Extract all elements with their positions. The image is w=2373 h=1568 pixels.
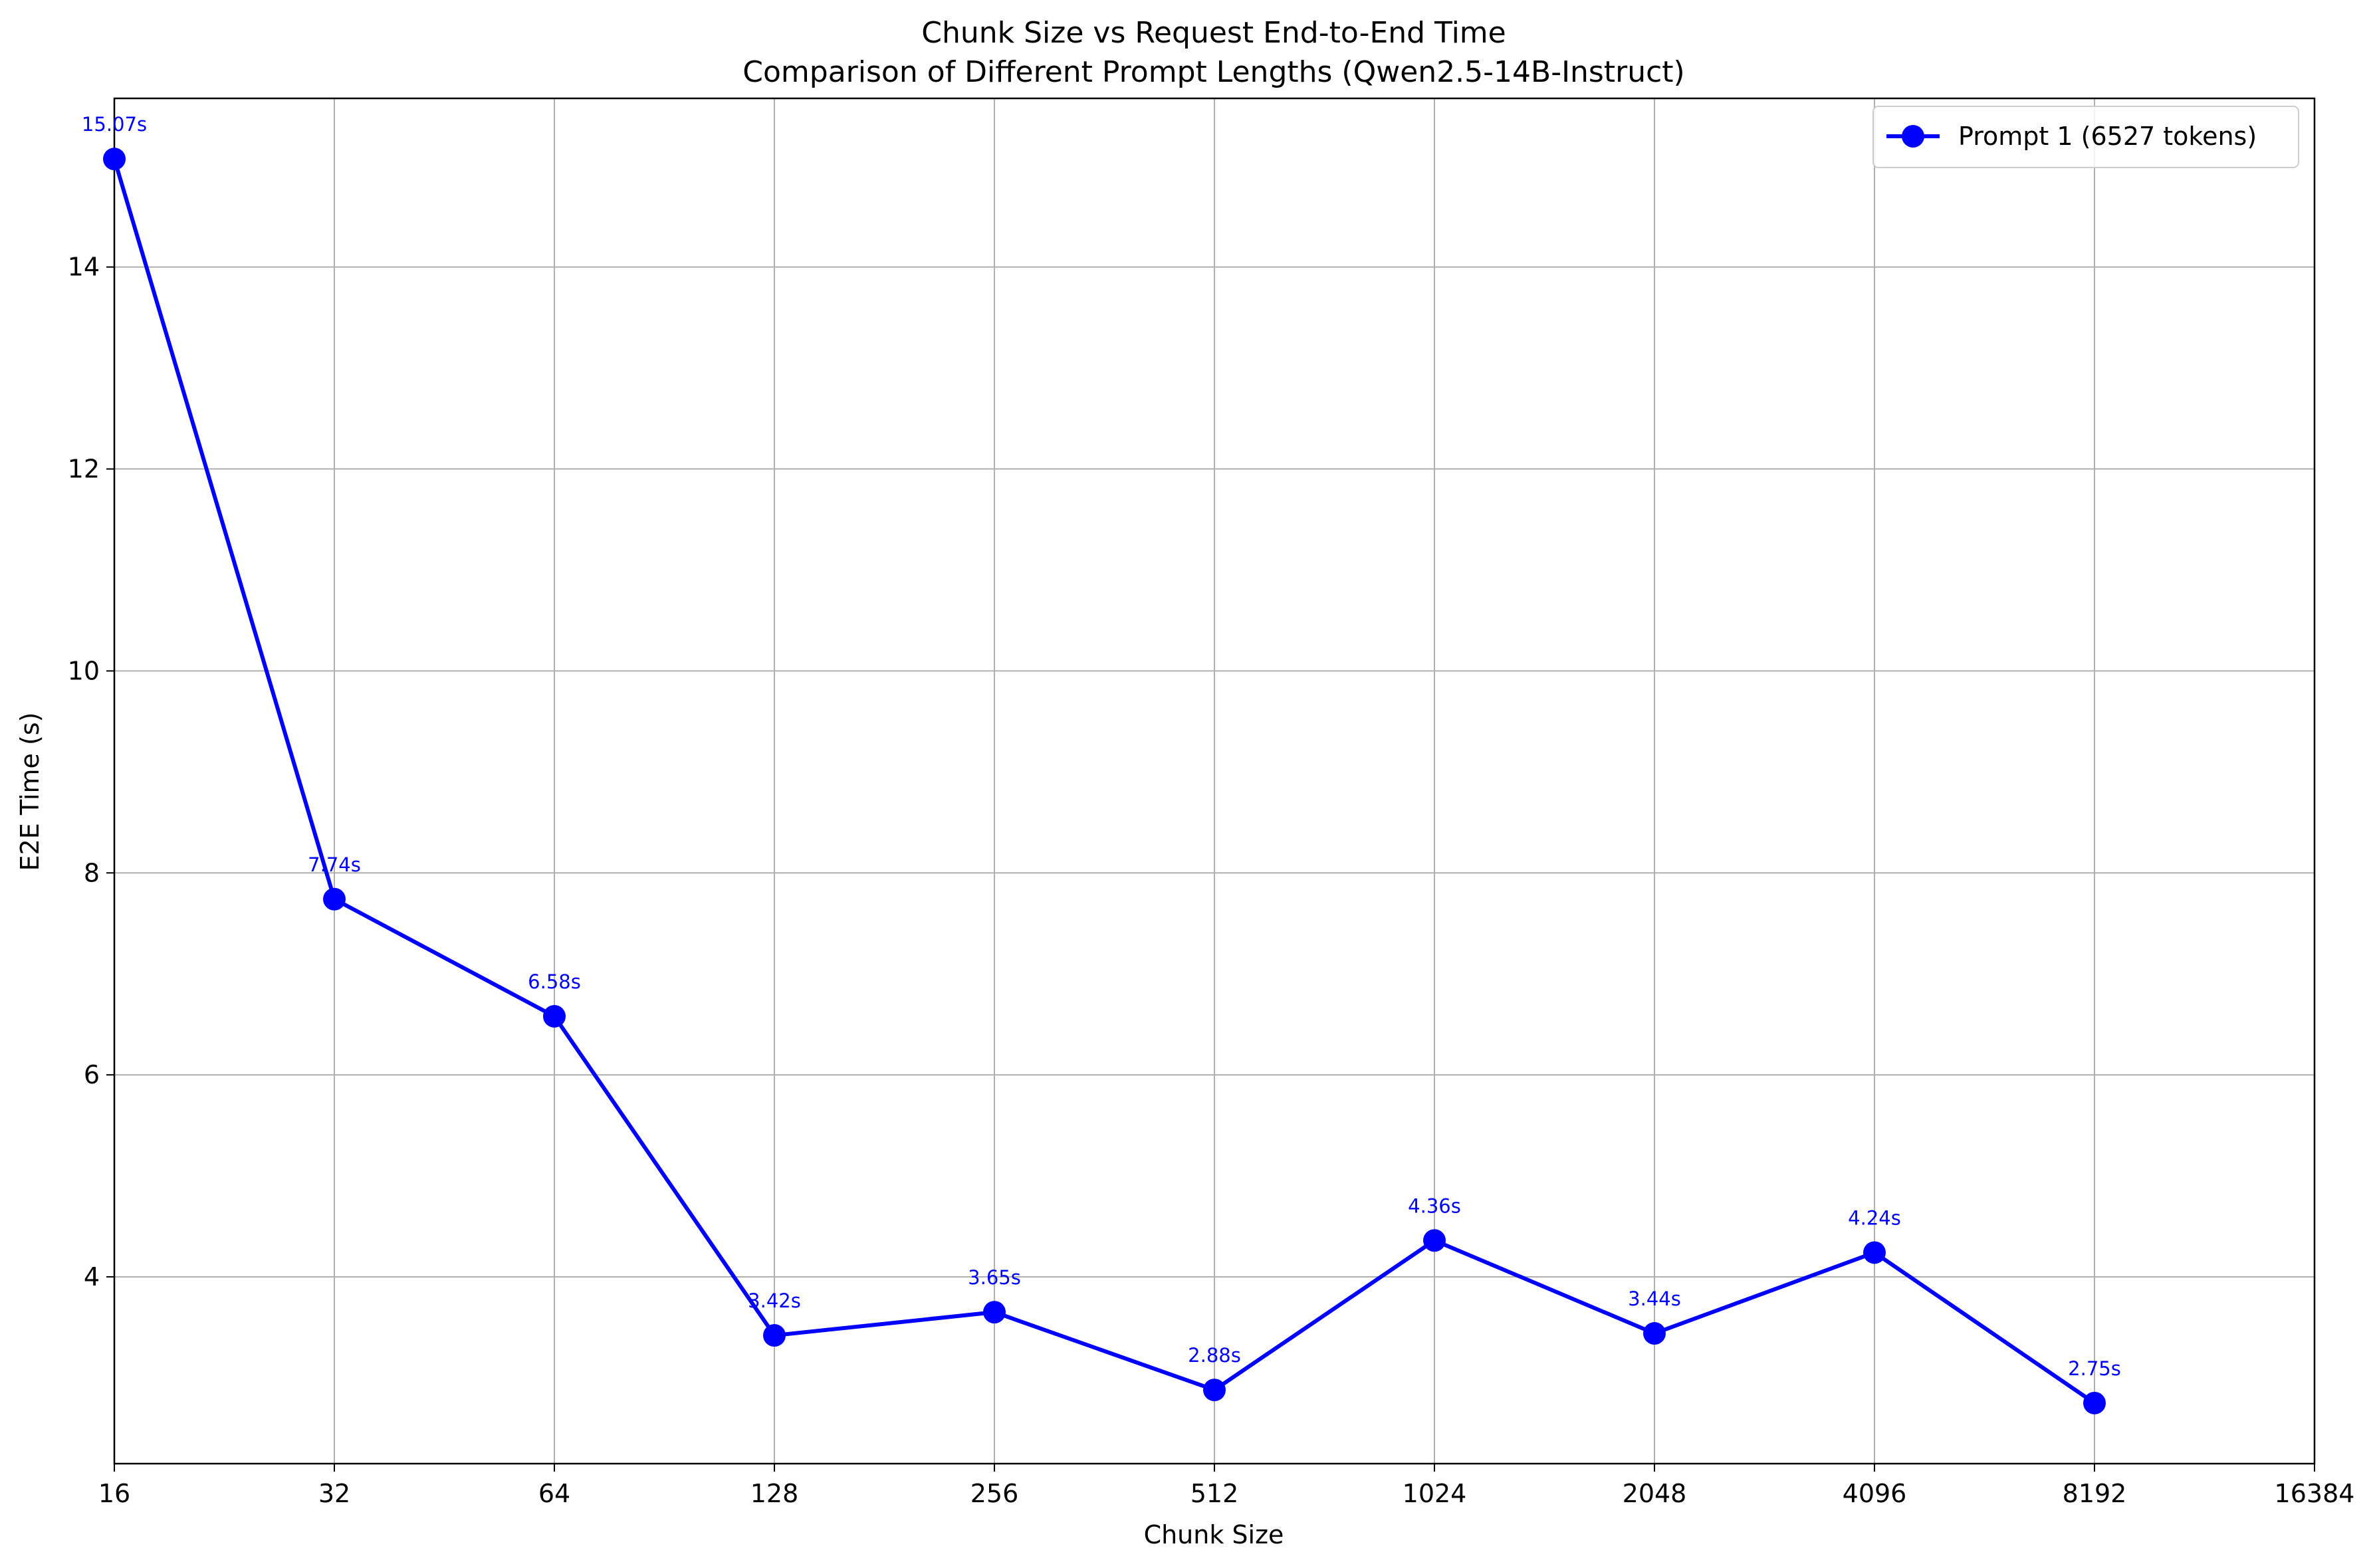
data-point bbox=[543, 1004, 566, 1028]
y-tick-label: 6 bbox=[84, 1060, 100, 1089]
y-tick-label: 14 bbox=[68, 253, 100, 282]
x-tick-label: 8192 bbox=[2063, 1479, 2127, 1508]
legend-box bbox=[1872, 106, 2299, 168]
y-tick-label: 10 bbox=[68, 656, 100, 685]
x-tick-label: 16384 bbox=[2275, 1479, 2355, 1508]
data-point bbox=[2083, 1391, 2106, 1414]
data-point bbox=[323, 887, 346, 911]
data-point bbox=[103, 148, 126, 171]
data-labels: 15.07s 7.74s 6.58s 3.42s 3.65s 2.88s 4.36s 3.44… bbox=[82, 113, 2121, 1380]
x-tick-label: 256 bbox=[970, 1479, 1019, 1508]
x-tick-label: 1024 bbox=[1403, 1479, 1467, 1508]
data-point bbox=[1203, 1379, 1226, 1402]
data-point bbox=[763, 1324, 786, 1347]
data-point bbox=[1423, 1229, 1446, 1252]
data-point-label: 4.36s bbox=[1408, 1194, 1461, 1217]
data-point-label: 4.24s bbox=[1848, 1206, 1901, 1229]
x-axis-label: Chunk Size bbox=[1144, 1520, 1284, 1549]
x-tick-label: 16 bbox=[98, 1479, 130, 1508]
series-line bbox=[112, 158, 2096, 1405]
plot-frame bbox=[113, 97, 2316, 1465]
y-tick-label: 8 bbox=[84, 858, 100, 887]
data-point-label: 3.42s bbox=[748, 1289, 801, 1312]
legend: Prompt 1 (6527 tokens) bbox=[1872, 106, 2299, 168]
data-point bbox=[1863, 1241, 1886, 1264]
series-layer bbox=[103, 148, 2106, 1414]
y-axis-label: E2E Time (s) bbox=[15, 713, 45, 871]
data-point-label: 15.07s bbox=[82, 113, 147, 136]
y-tick-label: 4 bbox=[84, 1262, 100, 1291]
x-tick-label: 512 bbox=[1190, 1479, 1239, 1508]
x-tick-label: 128 bbox=[750, 1479, 799, 1508]
data-point-label: 6.58s bbox=[528, 970, 581, 993]
legend-label: Prompt 1 (6527 tokens) bbox=[1958, 122, 2257, 151]
data-point-label: 7.74s bbox=[308, 853, 361, 876]
y-tick-label: 12 bbox=[68, 455, 100, 484]
data-point-label: 2.88s bbox=[1188, 1344, 1241, 1367]
legend-marker bbox=[1902, 125, 1924, 148]
x-tick-label: 2048 bbox=[1623, 1479, 1687, 1508]
x-tick-label: 32 bbox=[318, 1479, 350, 1508]
data-point-label: 2.75s bbox=[2068, 1357, 2121, 1380]
data-point bbox=[1643, 1322, 1666, 1345]
chart-title: Chunk Size vs Request End-to-End Time bbox=[921, 16, 1506, 50]
data-point-label: 3.65s bbox=[968, 1266, 1021, 1289]
x-tick-label: 64 bbox=[538, 1479, 570, 1508]
axes: 16 32 64 128 256 512 1024 2048 4096 8192 163844681… bbox=[68, 97, 2355, 1508]
chart-subtitle: Comparison of Different Prompt Lengths (… bbox=[742, 55, 1684, 89]
data-point-label: 3.44s bbox=[1628, 1288, 1681, 1310]
data-point bbox=[983, 1301, 1006, 1324]
x-tick-label: 4096 bbox=[1843, 1479, 1907, 1508]
